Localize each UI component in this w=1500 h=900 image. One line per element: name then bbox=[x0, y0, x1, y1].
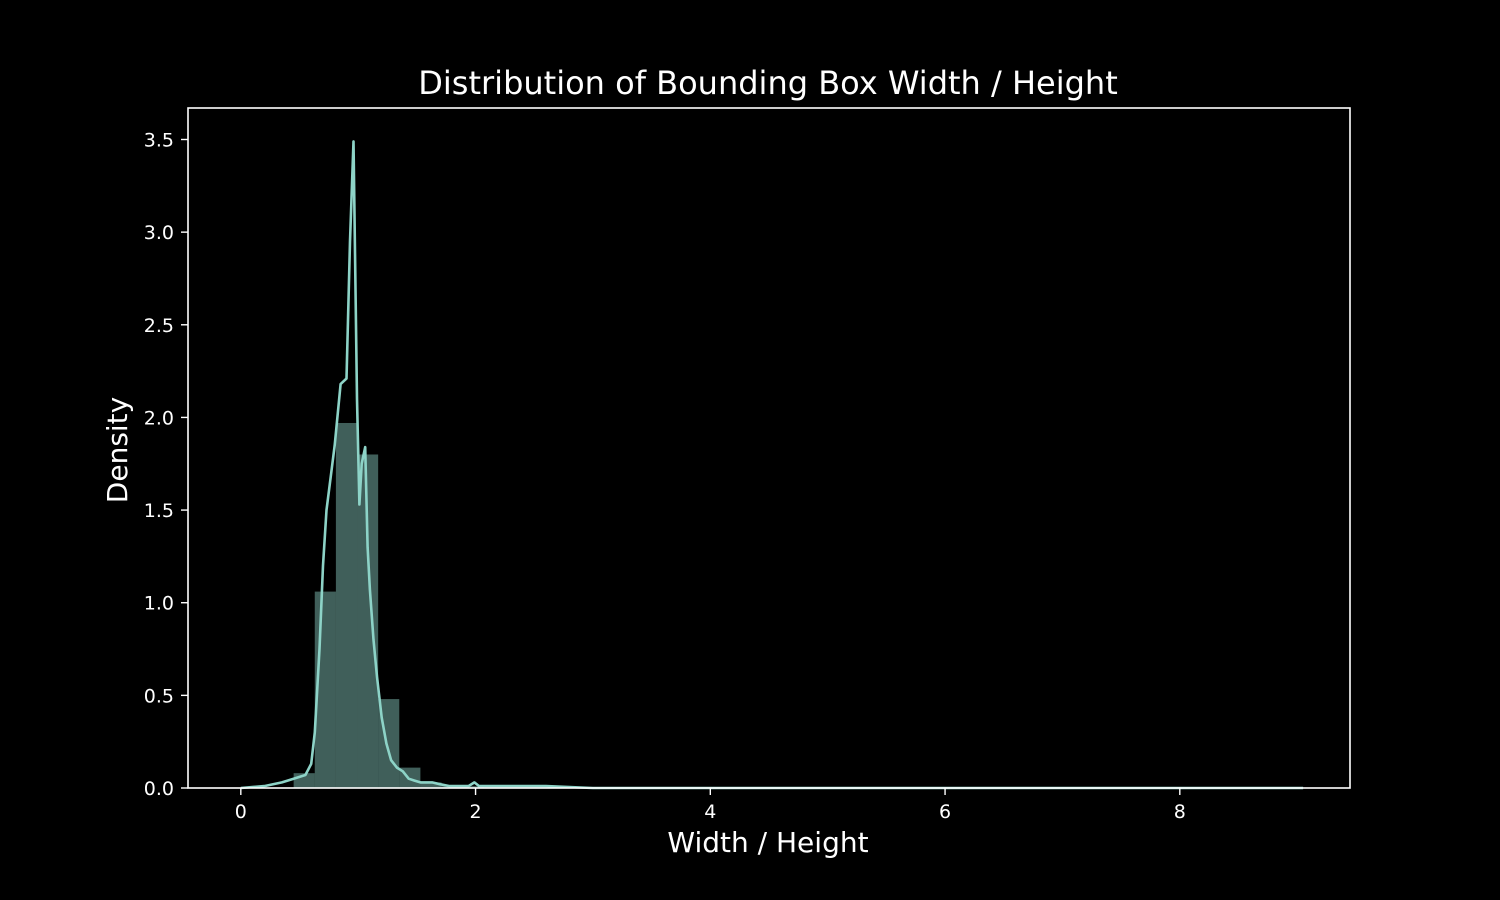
histogram-bar bbox=[357, 454, 379, 788]
kde-line bbox=[240, 140, 1304, 790]
histogram-bar bbox=[335, 422, 358, 788]
y-tick-label: 0.0 bbox=[144, 778, 174, 800]
axes-frame bbox=[187, 107, 1351, 789]
y-axis-label: Density bbox=[101, 397, 134, 503]
y-tick-label: 1.0 bbox=[144, 593, 174, 615]
y-tick-label: 2.0 bbox=[144, 407, 174, 429]
histogram-bar bbox=[420, 782, 442, 788]
histogram-bar bbox=[462, 786, 484, 788]
x-tick-label: 8 bbox=[1174, 801, 1186, 823]
y-tick-label: 3.5 bbox=[144, 129, 174, 151]
y-tick-label: 0.5 bbox=[144, 685, 174, 707]
axes bbox=[187, 107, 1351, 789]
y-tick-label: 3.0 bbox=[144, 222, 174, 244]
y-tick-label: 2.5 bbox=[144, 315, 174, 337]
chart-title: Distribution of Bounding Box Width / Hei… bbox=[418, 64, 1117, 102]
y-tick-label: 1.5 bbox=[144, 500, 174, 522]
ticks: 0 2 4 6 8 0.0 0.5 1.0 1.5 2.0 2.5 3.0 3.5 bbox=[144, 129, 1186, 823]
x-tick-label: 0 bbox=[235, 801, 247, 823]
x-tick-label: 6 bbox=[939, 801, 951, 823]
kde-layer bbox=[240, 140, 1304, 790]
x-tick-label: 2 bbox=[470, 801, 482, 823]
x-axis-label: Width / Height bbox=[667, 826, 868, 859]
x-tick-label: 4 bbox=[704, 801, 716, 823]
